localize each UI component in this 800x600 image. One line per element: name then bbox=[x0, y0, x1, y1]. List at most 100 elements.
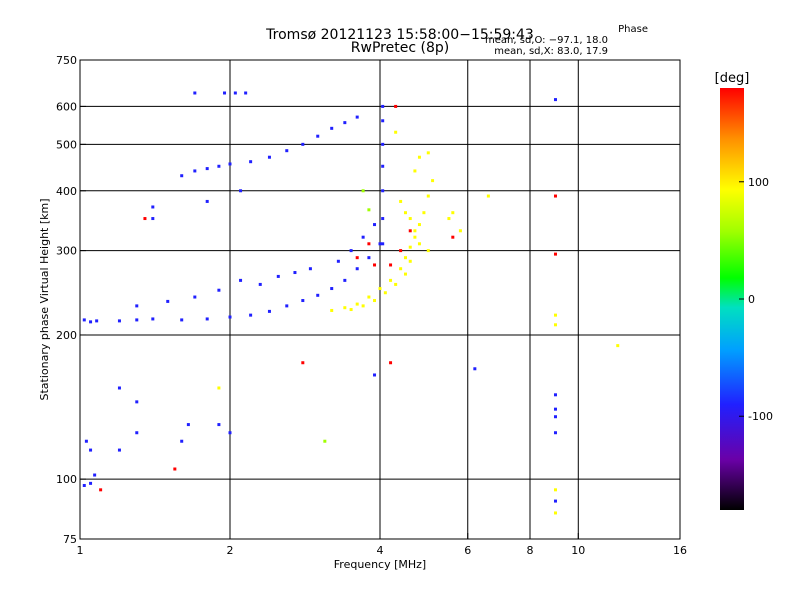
data-point bbox=[355, 267, 359, 271]
x-tick-label: 10 bbox=[571, 544, 585, 557]
data-point bbox=[135, 431, 139, 435]
chart-subtitle: RwPretec (8p) bbox=[350, 40, 450, 56]
data-point bbox=[180, 318, 184, 322]
data-point bbox=[373, 223, 377, 227]
data-point bbox=[403, 272, 407, 276]
data-point bbox=[301, 299, 305, 303]
data-point bbox=[413, 229, 417, 233]
data-point bbox=[82, 318, 86, 322]
data-point bbox=[93, 473, 97, 477]
data-point bbox=[381, 189, 385, 193]
data-point bbox=[343, 278, 347, 282]
data-point bbox=[117, 319, 121, 323]
data-point bbox=[89, 481, 93, 485]
y-tick-label: 200 bbox=[56, 329, 77, 342]
data-point bbox=[403, 256, 407, 260]
data-point bbox=[316, 134, 320, 138]
data-point bbox=[389, 361, 393, 365]
x-tick-label: 4 bbox=[377, 544, 384, 557]
x-axis-label: Frequency [MHz] bbox=[334, 558, 426, 571]
colorbar-tick-label: -100 bbox=[748, 410, 773, 423]
data-point bbox=[193, 295, 197, 299]
data-point bbox=[473, 367, 477, 371]
colorbar-tick-label: 100 bbox=[748, 176, 769, 189]
data-point bbox=[173, 467, 177, 471]
data-point bbox=[426, 151, 430, 155]
data-point bbox=[553, 499, 557, 503]
y-tick-label: 600 bbox=[56, 100, 77, 113]
data-point bbox=[223, 91, 227, 95]
grid-lines bbox=[80, 60, 680, 539]
data-point bbox=[378, 287, 382, 291]
data-point bbox=[308, 267, 312, 271]
data-point bbox=[381, 242, 385, 246]
x-tick-label: 8 bbox=[527, 544, 534, 557]
data-point bbox=[383, 291, 387, 295]
x-axis-ticks: 1 2 4 6 8 10 16 bbox=[77, 533, 687, 557]
data-point bbox=[553, 415, 557, 419]
data-point bbox=[553, 407, 557, 411]
data-point bbox=[151, 317, 155, 321]
data-point bbox=[417, 242, 421, 246]
data-point bbox=[413, 235, 417, 239]
data-point bbox=[285, 304, 289, 308]
data-point bbox=[82, 483, 86, 487]
data-point bbox=[355, 115, 359, 119]
data-point bbox=[276, 274, 280, 278]
data-point bbox=[95, 319, 99, 323]
chart-title: Tromsø 20121123 15:58:00−15:59:43 bbox=[266, 27, 534, 43]
data-point bbox=[408, 245, 412, 249]
x-tick-label: 1 bbox=[77, 544, 84, 557]
data-point bbox=[408, 217, 412, 221]
data-point bbox=[205, 199, 209, 203]
data-point bbox=[228, 315, 232, 319]
data-point bbox=[343, 121, 347, 125]
data-point bbox=[217, 386, 221, 390]
data-point bbox=[381, 104, 385, 108]
data-point bbox=[233, 91, 237, 95]
data-point bbox=[193, 91, 197, 95]
x-tick-label: 6 bbox=[464, 544, 471, 557]
data-point bbox=[553, 252, 557, 256]
y-tick-label: 500 bbox=[56, 138, 77, 151]
data-point bbox=[373, 299, 377, 303]
data-point bbox=[403, 211, 407, 215]
data-point bbox=[239, 278, 243, 282]
data-point bbox=[330, 308, 334, 312]
phase-x-stats: mean, sd,X: 83.0, 17.9 bbox=[494, 46, 608, 57]
data-point bbox=[135, 318, 139, 322]
data-point bbox=[426, 194, 430, 198]
y-tick-label: 750 bbox=[56, 54, 77, 67]
data-point bbox=[343, 306, 347, 310]
data-point bbox=[349, 308, 353, 312]
data-point bbox=[381, 142, 385, 146]
data-point bbox=[135, 400, 139, 404]
data-point bbox=[408, 229, 412, 233]
data-point bbox=[323, 439, 327, 443]
data-point bbox=[217, 423, 221, 427]
data-point bbox=[135, 304, 139, 308]
data-point bbox=[151, 217, 155, 221]
data-point bbox=[389, 278, 393, 282]
data-point bbox=[553, 194, 557, 198]
data-point bbox=[316, 293, 320, 297]
data-points bbox=[82, 91, 620, 515]
data-point bbox=[373, 263, 377, 267]
data-point bbox=[413, 169, 417, 173]
data-point bbox=[228, 162, 232, 166]
data-point bbox=[84, 439, 88, 443]
data-point bbox=[239, 189, 243, 193]
data-point bbox=[244, 91, 248, 95]
data-point bbox=[217, 164, 221, 168]
data-point bbox=[553, 511, 557, 515]
data-point bbox=[408, 259, 412, 263]
colorbar-tick-label: 0 bbox=[748, 293, 755, 306]
data-point bbox=[361, 235, 365, 239]
data-point bbox=[486, 194, 490, 198]
data-point bbox=[143, 217, 147, 221]
colorbar-unit: [deg] bbox=[715, 71, 750, 86]
data-point bbox=[99, 488, 103, 492]
data-point bbox=[267, 155, 271, 159]
x-tick-label: 16 bbox=[673, 544, 687, 557]
y-tick-label: 300 bbox=[56, 245, 77, 258]
